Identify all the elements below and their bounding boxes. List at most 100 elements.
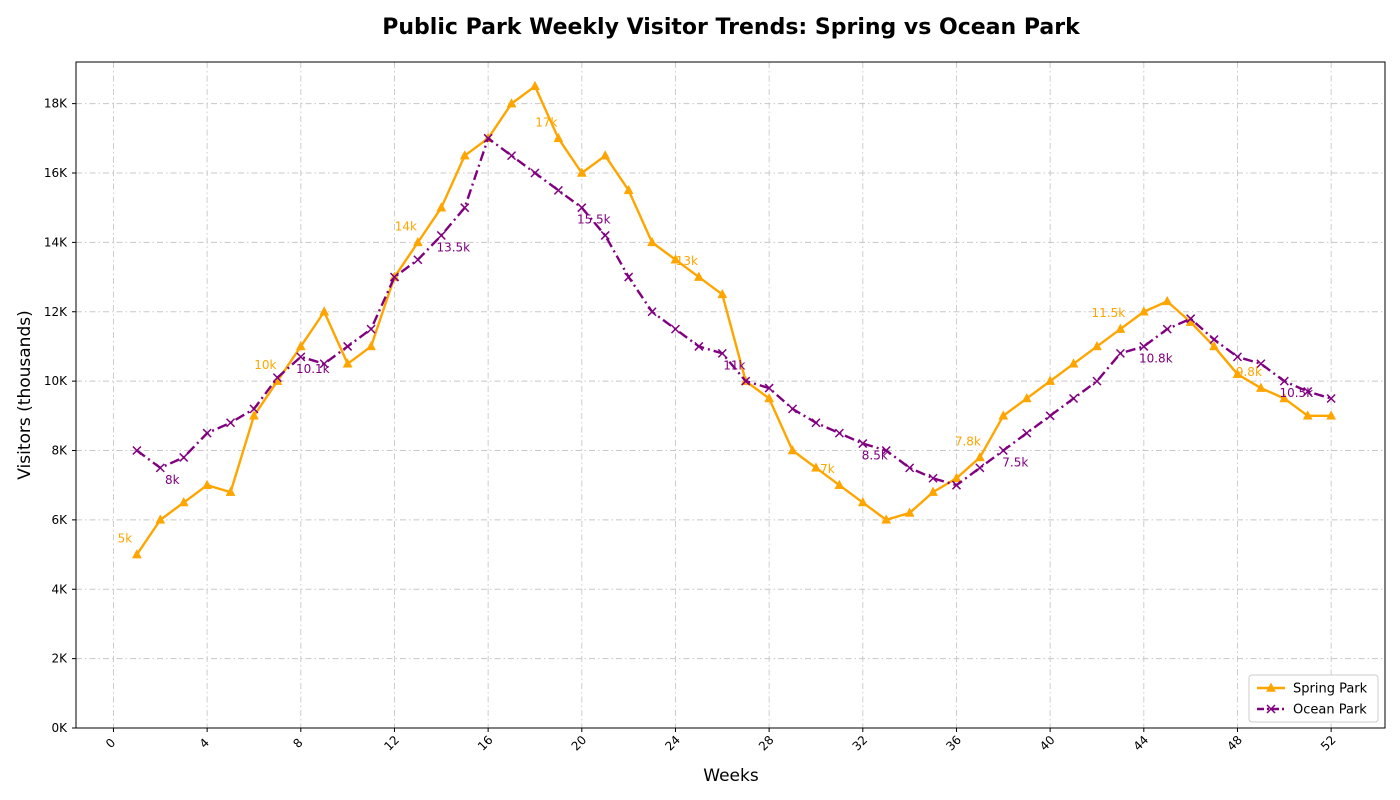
data-point-spring-park — [155, 514, 166, 524]
data-point-spring-park — [178, 496, 189, 507]
data-point-ocean-park — [132, 445, 142, 456]
x-tick-label: 40 — [1037, 733, 1058, 754]
data-point-spring-park — [1138, 306, 1149, 316]
data-point-ocean-park — [881, 445, 891, 456]
data-point-spring-park — [1255, 382, 1266, 392]
data-point-spring-park — [202, 479, 213, 489]
data-point-spring-park — [342, 358, 353, 368]
y-tick-label: 10K — [44, 374, 68, 388]
annotation-ocean-park: 10.8k — [1139, 351, 1173, 365]
x-tick-label: 16 — [475, 733, 496, 754]
x-axis-ticks: 0 4 8 12 16 20 24 28 32 36 40 44 48 52 — [103, 728, 1339, 754]
y-tick-label: 0K — [51, 721, 68, 735]
data-point-ocean-park — [319, 359, 329, 369]
x-tick-label: 0 — [103, 736, 118, 751]
data-point-ocean-park — [600, 230, 610, 240]
data-point-ocean-park — [1162, 324, 1172, 334]
legend-item-ocean-park: Ocean Park — [1257, 703, 1367, 718]
data-point-spring-park — [857, 496, 868, 507]
data-point-spring-park — [974, 451, 985, 462]
data-point-spring-park — [1045, 375, 1056, 385]
annotation-ocean-park: 11k — [723, 358, 745, 372]
data-point-ocean-park — [1069, 393, 1079, 403]
annotation-ocean-park: 13.5k — [436, 240, 470, 254]
annotation-spring-park: 14k — [395, 219, 417, 233]
chart-title: Public Park Weekly Visitor Trends: Sprin… — [382, 15, 1081, 40]
data-point-ocean-park — [530, 168, 540, 178]
data-point-ocean-park — [249, 404, 259, 414]
data-point-ocean-park — [413, 255, 423, 265]
data-point-spring-park — [928, 486, 938, 496]
data-point-spring-park — [717, 288, 728, 299]
x-axis-label: Weeks — [703, 766, 759, 786]
data-point-ocean-park — [951, 480, 962, 490]
data-point-ocean-park — [296, 352, 306, 362]
y-tick-label: 2K — [51, 652, 68, 666]
data-point-spring-park — [951, 472, 962, 482]
data-point-spring-park — [1162, 295, 1173, 306]
data-point-ocean-park — [928, 473, 938, 483]
data-point-spring-park — [366, 340, 376, 351]
data-point-spring-park — [249, 410, 259, 420]
annotation-ocean-park: 10.1k — [296, 362, 330, 376]
data-point-ocean-park — [577, 203, 587, 213]
data-point-spring-park — [764, 392, 775, 403]
x-tick-label: 24 — [662, 733, 683, 754]
data-point-ocean-park — [1186, 314, 1196, 324]
data-point-ocean-park — [788, 404, 798, 414]
data-point-ocean-park — [1256, 359, 1266, 369]
annotation-ocean-park: 10.5k — [1279, 386, 1313, 400]
x-tick-label: 32 — [850, 733, 871, 754]
y-tick-label: 14K — [44, 235, 68, 249]
data-point-spring-park — [881, 514, 892, 524]
data-point-spring-park — [834, 479, 845, 489]
y-axis-ticks: 0K 2K 4K 6K 8K 10K 12K 14K 16K 18K — [44, 97, 76, 735]
plot-frame — [75, 61, 1386, 729]
data-point-ocean-park — [507, 151, 517, 161]
annotation-spring-park: 13k — [676, 254, 698, 268]
annotation-ocean-park: 15.5k — [577, 213, 611, 227]
data-point-ocean-park — [975, 463, 985, 473]
data-point-ocean-park — [366, 324, 376, 334]
x-tick-label: 36 — [943, 733, 964, 754]
data-point-spring-park — [295, 340, 306, 351]
data-point-spring-park — [576, 167, 587, 177]
data-point-ocean-park — [1209, 334, 1219, 345]
annotation-spring-park: 10k — [254, 358, 276, 372]
data-point-spring-park — [1209, 340, 1219, 351]
y-tick-label: 16K — [44, 166, 68, 180]
data-point-spring-park — [1232, 368, 1243, 378]
data-point-ocean-park — [858, 439, 868, 449]
annotation-ocean-park: 8k — [165, 473, 180, 487]
series-line-ocean-park — [136, 137, 1332, 487]
series-ocean-park — [132, 133, 1336, 490]
x-tick-label: 8 — [290, 736, 305, 751]
series-spring-park — [131, 80, 1337, 559]
data-point-ocean-park — [1279, 376, 1289, 386]
data-point-spring-park — [131, 549, 142, 559]
data-point-spring-park — [530, 80, 540, 91]
data-point-ocean-park — [1092, 376, 1102, 386]
data-point-ocean-park — [343, 341, 353, 351]
data-point-spring-park — [998, 410, 1009, 420]
data-point-spring-park — [553, 132, 564, 143]
data-point-spring-park — [319, 306, 330, 316]
x-tick-label: 20 — [569, 733, 590, 754]
data-point-ocean-park — [155, 463, 165, 473]
grid-lines — [76, 62, 1385, 729]
data-point-ocean-park — [226, 418, 236, 428]
x-tick-label: 48 — [1224, 733, 1245, 754]
data-point-ocean-park — [389, 272, 399, 282]
data-point-ocean-park — [1115, 348, 1125, 358]
data-point-spring-park — [811, 462, 821, 472]
data-point-ocean-park — [202, 428, 212, 438]
data-point-ocean-park — [272, 373, 282, 383]
data-point-ocean-park — [647, 307, 657, 317]
data-point-spring-park — [693, 271, 704, 281]
annotation-ocean-park: 8.5k — [862, 449, 888, 463]
data-point-ocean-park — [1139, 341, 1149, 351]
legend: Spring Park Ocean Park — [1248, 674, 1379, 723]
data-point-spring-park — [459, 150, 470, 160]
